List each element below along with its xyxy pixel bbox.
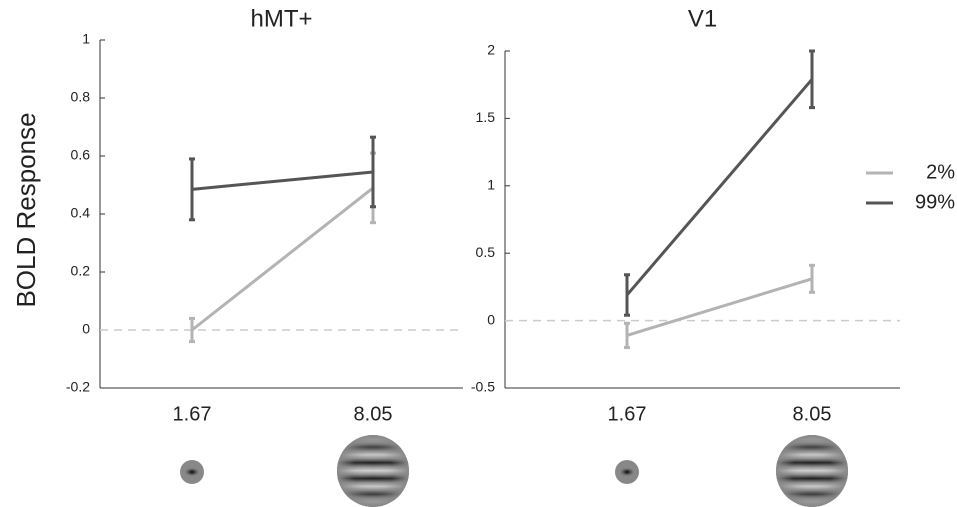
y-tick-label: 1 (82, 31, 90, 47)
y-tick-label: 0 (82, 321, 90, 337)
y-tick-label: 0.2 (71, 263, 91, 279)
legend-label: 99% (915, 191, 955, 213)
y-tick-label: 0.8 (71, 89, 91, 105)
error-bar (809, 263, 815, 294)
legend-label: 2% (926, 161, 955, 183)
chart-title: hMT+ (250, 5, 312, 32)
y-tick-label: 0.4 (71, 205, 91, 221)
y-tick-label: 0.6 (71, 147, 91, 163)
error-bar (189, 316, 195, 344)
series-line (191, 170, 374, 191)
y-tick-label: 1 (487, 177, 495, 193)
y-tick-label: 1.5 (476, 109, 496, 125)
stimulus-large (337, 435, 409, 507)
y-tick-label: 0.5 (476, 244, 496, 260)
x-tick-label: 1.67 (608, 403, 647, 425)
error-bar (809, 49, 815, 110)
chart-title: V1 (688, 5, 717, 32)
y-tick-label: 2 (487, 42, 495, 58)
error-bar (189, 157, 195, 222)
error-bar (370, 135, 376, 209)
series-line (191, 186, 374, 332)
y-tick-label: -0.2 (66, 379, 90, 395)
y-tick-label: -0.5 (471, 379, 495, 395)
y-tick-label: 0 (487, 311, 495, 327)
series-line (626, 277, 813, 337)
x-tick-label: 8.05 (354, 403, 393, 425)
series-line (625, 78, 814, 296)
error-bar (624, 273, 630, 317)
stimulus-small (615, 460, 639, 484)
y-axis-label: BOLD Response (11, 112, 41, 307)
error-bar (624, 321, 630, 350)
stimulus-small (180, 460, 204, 484)
x-tick-label: 8.05 (793, 403, 832, 425)
stimulus-large (776, 435, 848, 507)
x-tick-label: 1.67 (173, 403, 212, 425)
